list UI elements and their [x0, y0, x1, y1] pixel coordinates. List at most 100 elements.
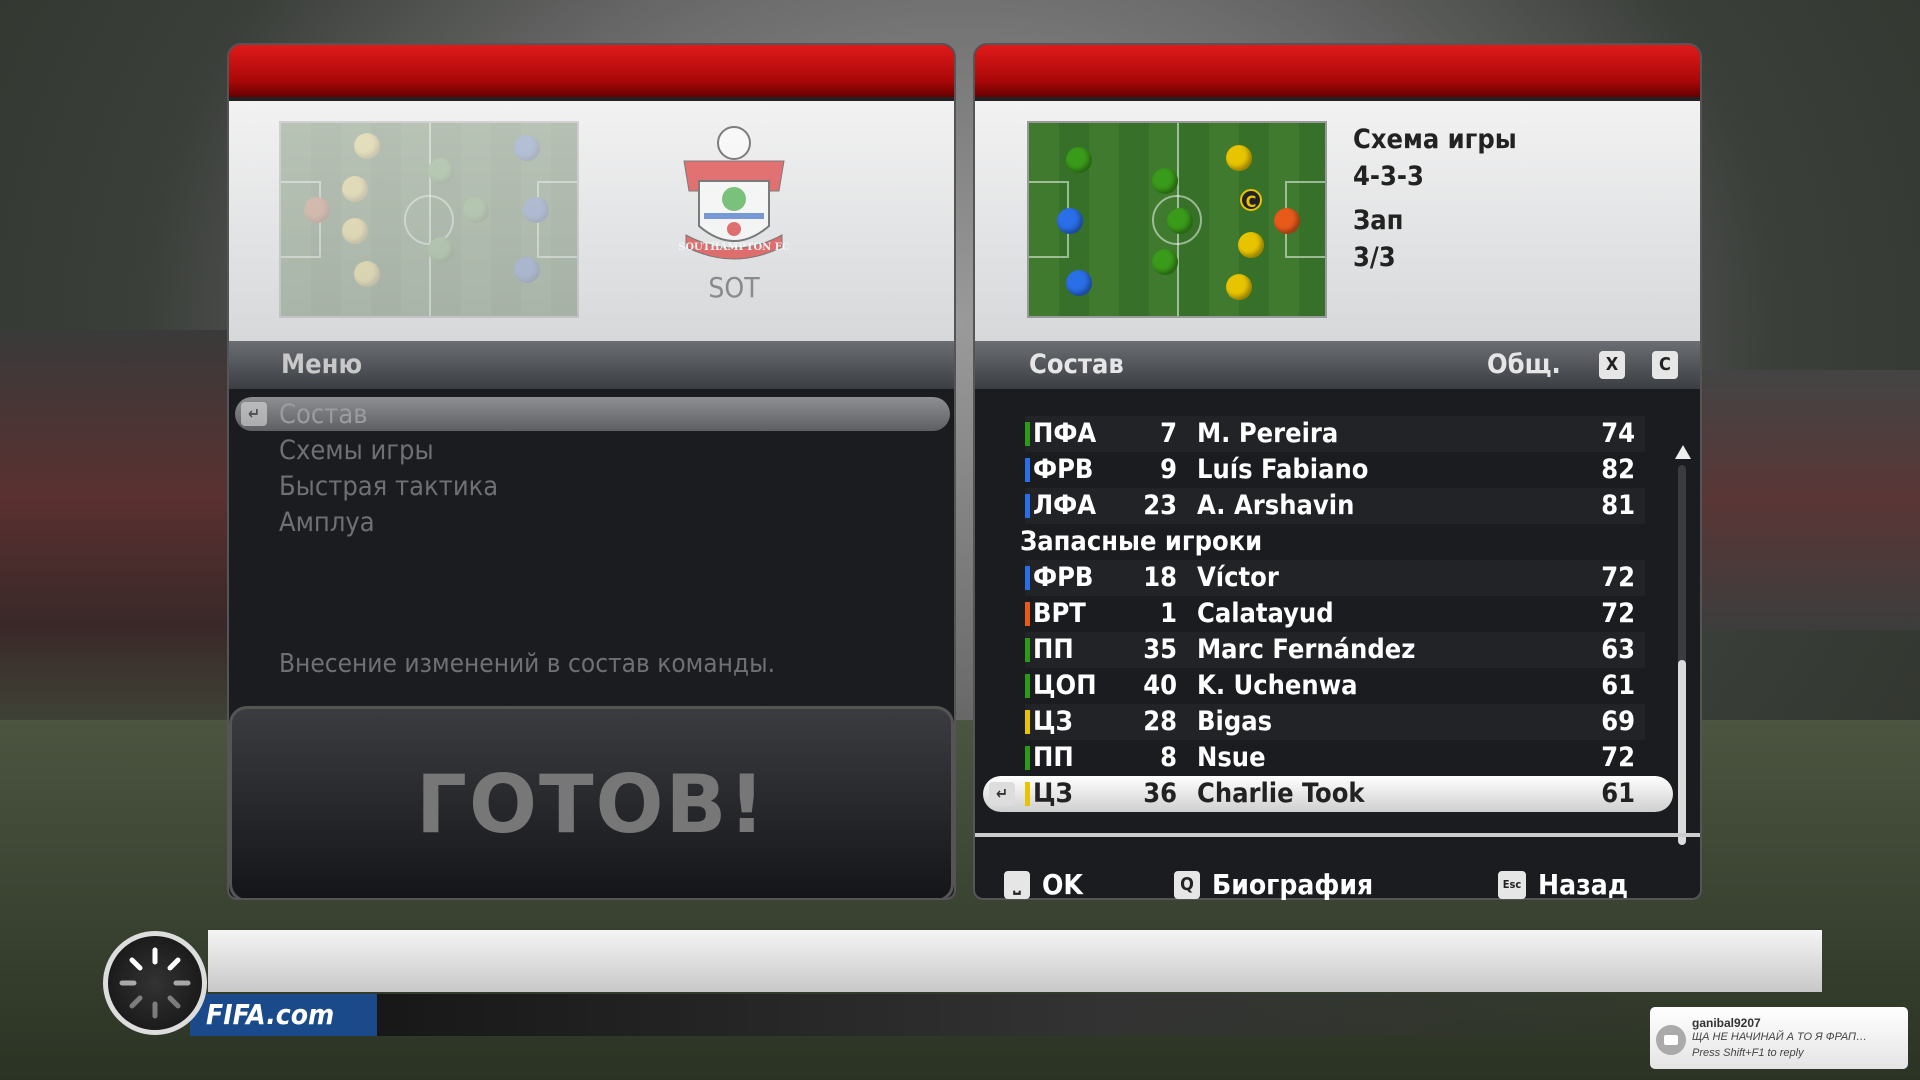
opponent-formation-pitch	[279, 121, 579, 318]
scrollbar-thumb[interactable]	[1678, 660, 1686, 845]
team-formation-pitch[interactable]: C	[1027, 121, 1327, 318]
position-color-bar	[1025, 566, 1030, 590]
position-color-bar	[1025, 710, 1030, 734]
player-position: ВРТ	[1033, 598, 1086, 629]
menu-item-squad[interactable]: Состав	[279, 399, 368, 430]
player-number: 8	[1160, 742, 1177, 773]
player-marker[interactable]	[1166, 208, 1193, 235]
position-color-bar	[1025, 674, 1030, 698]
subs-label: Зап	[1353, 205, 1404, 236]
player-marker[interactable]	[1226, 274, 1253, 301]
player-overall: 69	[1601, 706, 1635, 737]
player-row[interactable]: ПП 8 Nsue 72	[1025, 740, 1645, 776]
menu-item-roles[interactable]: Амплуа	[279, 507, 375, 538]
player-marker	[353, 260, 380, 287]
player-marker[interactable]	[1226, 144, 1253, 171]
player-number: 35	[1143, 634, 1177, 665]
fifa-com-logo: FIFA.com	[190, 994, 377, 1036]
player-row[interactable]: ↵ ЦЗ 36 Charlie Took 61	[983, 776, 1673, 812]
player-name: Luís Fabiano	[1197, 454, 1369, 485]
subs-value: 3/3	[1353, 242, 1396, 273]
player-marker[interactable]	[1066, 146, 1093, 173]
menu-panel: SOUTHAMPTON FC SOT Меню ↵ Состав Схемы и…	[227, 43, 956, 900]
overall-column-header[interactable]: Общ.	[1487, 349, 1561, 380]
player-overall: 72	[1601, 562, 1635, 593]
stadium-background-right	[1690, 370, 1920, 630]
player-name: Calatayud	[1197, 598, 1334, 629]
enter-icon: ↵	[241, 402, 267, 426]
player-overall: 63	[1601, 634, 1635, 665]
player-marker[interactable]	[1152, 167, 1179, 194]
player-overall: 82	[1601, 454, 1635, 485]
menu-selection-highlight	[235, 397, 950, 431]
player-number: 7	[1160, 418, 1177, 449]
player-overall: 61	[1601, 778, 1635, 809]
ticker-lower-strip	[208, 994, 1708, 1036]
player-row[interactable]: ФРВ 18 Víctor 72	[1025, 560, 1645, 596]
footer-divider	[975, 833, 1700, 837]
player-marker[interactable]	[1152, 248, 1179, 275]
player-row[interactable]: ВРТ 1 Calatayud 72	[1025, 596, 1645, 632]
scrollbar[interactable]	[1675, 445, 1691, 857]
player-marker	[342, 218, 368, 245]
captain-icon: C	[1240, 189, 1262, 212]
chat-notification[interactable]: ganibal9207 ЩА НЕ НАЧИНАЙ А ТО Я ФРАП… P…	[1650, 1007, 1908, 1069]
menu-item-formations[interactable]: Схемы игры	[279, 435, 434, 466]
player-marker	[342, 175, 368, 202]
menu-header: Меню	[229, 341, 954, 389]
formation-value: 4-3-3	[1353, 161, 1424, 192]
player-position: ФРВ	[1033, 454, 1094, 485]
chat-bubble-icon	[1656, 1025, 1686, 1055]
player-row[interactable]: ФРВ 9 Luís Fabiano 82	[1025, 452, 1645, 488]
position-color-bar	[1025, 782, 1030, 806]
player-row[interactable]: ЛФА 23 A. Arshavin 81	[1025, 488, 1645, 524]
panel-header-bar	[229, 45, 954, 101]
notification-hint: Press Shift+F1 to reply	[1692, 1047, 1804, 1059]
biography-label: Биография	[1212, 868, 1374, 901]
loading-clock-icon	[103, 931, 207, 1035]
player-row[interactable]: ЦОП 40 K. Uchenwa 61	[1025, 668, 1645, 704]
player-row[interactable]: ПП 35 Marc Fernández 63	[1025, 632, 1645, 668]
player-marker	[353, 133, 380, 160]
player-marker	[427, 237, 454, 264]
player-marker[interactable]	[1066, 270, 1093, 297]
scroll-up-icon[interactable]	[1675, 445, 1691, 459]
player-marker[interactable]	[1057, 208, 1084, 235]
player-position: ЦЗ	[1033, 706, 1073, 737]
player-number: 23	[1143, 490, 1177, 521]
player-marker[interactable]	[1238, 231, 1264, 258]
player-marker[interactable]	[1273, 208, 1300, 235]
subs-heading: Запасные игроки	[1020, 526, 1263, 557]
key-c-icon[interactable]: C	[1652, 351, 1678, 379]
ready-button[interactable]: ГОТОВ!	[229, 706, 954, 898]
formation-overview: C Схема игры 4-3-3 Зап 3/3	[975, 101, 1700, 341]
player-name: A. Arshavin	[1197, 490, 1355, 521]
team-abbreviation: SOT	[708, 271, 760, 304]
player-name: Nsue	[1197, 742, 1266, 773]
player-row[interactable]: ПФА 7 M. Pereira 74	[1025, 416, 1645, 452]
menu-item-quick-tactics[interactable]: Быстрая тактика	[279, 471, 499, 502]
news-ticker-bar	[208, 930, 1822, 992]
squad-title: Состав	[1029, 349, 1124, 380]
player-number: 28	[1143, 706, 1177, 737]
player-marker	[513, 256, 540, 283]
player-position: ФРВ	[1033, 562, 1094, 593]
player-position: ЦОП	[1033, 670, 1097, 701]
biography-button[interactable]: Q Биография	[1174, 868, 1373, 901]
player-number: 18	[1143, 562, 1177, 593]
player-overall: 74	[1601, 418, 1635, 449]
team-crest: SOUTHAMPTON FC	[674, 121, 794, 261]
notification-message: ЩА НЕ НАЧИНАЙ А ТО Я ФРАП…	[1692, 1031, 1867, 1043]
player-row[interactable]: ЦЗ 28 Bigas 69	[1025, 704, 1645, 740]
position-color-bar	[1025, 602, 1030, 626]
player-number: 1	[1160, 598, 1177, 629]
back-button[interactable]: Esc Назад	[1498, 868, 1628, 901]
squad-header: Состав Общ. X C	[975, 341, 1700, 389]
ok-label: OK	[1042, 868, 1083, 901]
player-overall: 81	[1601, 490, 1635, 521]
formation-label: Схема игры	[1353, 124, 1517, 155]
key-x-icon[interactable]: X	[1599, 351, 1625, 379]
ok-button[interactable]: ⎵ OK	[1004, 868, 1083, 901]
enter-icon: ↵	[989, 782, 1015, 806]
player-overall: 72	[1601, 598, 1635, 629]
